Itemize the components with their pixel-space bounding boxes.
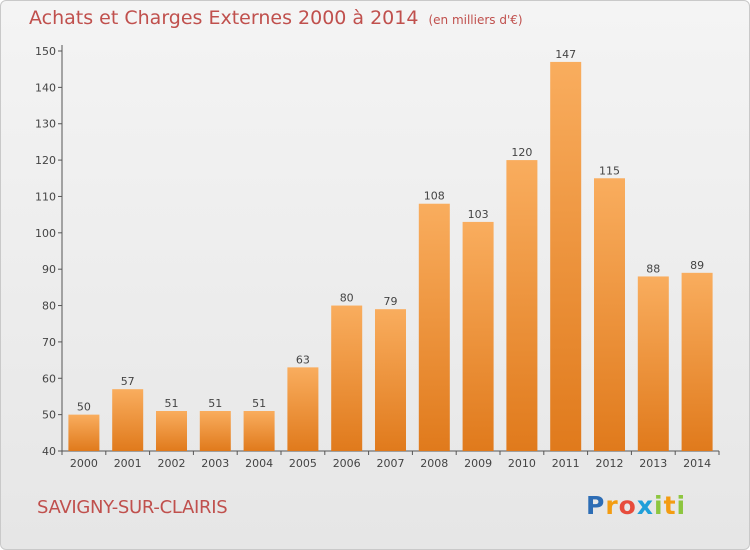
x-tick-label: 2004 [245, 457, 273, 470]
x-tick-label: 2007 [377, 457, 405, 470]
bar-2010 [506, 160, 538, 451]
y-tick-label: 50 [42, 409, 56, 422]
bar-2008 [418, 203, 450, 451]
bar-2004 [243, 411, 275, 451]
bar-2001 [112, 389, 144, 451]
chart-labels: 2000 50 2001 57 2002 51 2003 51 2004 51 2005 63 2006… [70, 48, 711, 470]
chart-unit: (en milliers d'€) [428, 13, 523, 27]
value-label: 63 [296, 353, 310, 366]
bar-2002 [156, 411, 187, 451]
x-tick-label: 2008 [420, 457, 448, 470]
bar-2007 [375, 309, 406, 451]
value-label: 120 [511, 146, 532, 159]
y-tick-label: 110 [35, 190, 56, 203]
bar-2012 [594, 178, 625, 452]
y-tick-label: 60 [42, 372, 56, 385]
y-tick-label: 90 [42, 263, 56, 276]
bar-2011 [550, 61, 582, 452]
chart-title-text: Achats et Charges Externes 2000 à 2014 [29, 7, 419, 29]
y-tick-label: 130 [35, 118, 56, 131]
bar-2006 [331, 305, 363, 451]
y-tick-label: 140 [35, 81, 56, 94]
value-label: 115 [599, 164, 620, 177]
y-tick-label: 150 [35, 45, 56, 58]
x-tick-label: 2000 [70, 457, 98, 470]
x-tick-label: 2012 [596, 457, 624, 470]
bar-2013 [637, 276, 669, 451]
x-tick-label: 2006 [333, 457, 361, 470]
proxiti-logo[interactable]: Proxiti [586, 491, 687, 520]
value-label: 103 [468, 208, 489, 221]
value-label: 147 [555, 48, 576, 61]
value-label: 89 [690, 259, 704, 272]
bar-2009 [462, 221, 494, 451]
value-label: 51 [252, 397, 266, 410]
value-label: 108 [424, 190, 445, 203]
chart-bars [68, 61, 713, 452]
commune-name: SAVIGNY-SUR-CLAIRIS [37, 497, 228, 518]
value-label: 50 [77, 401, 91, 414]
value-label: 79 [384, 295, 398, 308]
x-tick-label: 2013 [639, 457, 667, 470]
bar-2014 [681, 272, 713, 451]
y-tick-label: 80 [42, 300, 56, 313]
bar-2003 [199, 411, 231, 451]
value-label: 51 [165, 397, 179, 410]
value-label: 88 [646, 262, 660, 275]
x-tick-label: 2002 [158, 457, 186, 470]
x-tick-label: 2014 [683, 457, 711, 470]
y-tick-label: 40 [42, 445, 56, 458]
bar-2005 [287, 367, 319, 451]
x-tick-label: 2003 [201, 457, 229, 470]
value-label: 80 [340, 292, 354, 305]
y-tick-label: 70 [42, 336, 56, 349]
bar-2000 [68, 414, 100, 451]
value-label: 51 [208, 397, 222, 410]
value-label: 57 [121, 375, 135, 388]
x-tick-label: 2011 [552, 457, 580, 470]
x-tick-label: 2001 [114, 457, 142, 470]
chart-title: Achats et Charges Externes 2000 à 2014 (e… [29, 7, 523, 29]
x-tick-label: 2009 [464, 457, 492, 470]
x-tick-label: 2010 [508, 457, 536, 470]
y-tick-label: 100 [35, 227, 56, 240]
x-tick-label: 2005 [289, 457, 317, 470]
y-tick-label: 120 [35, 154, 56, 167]
